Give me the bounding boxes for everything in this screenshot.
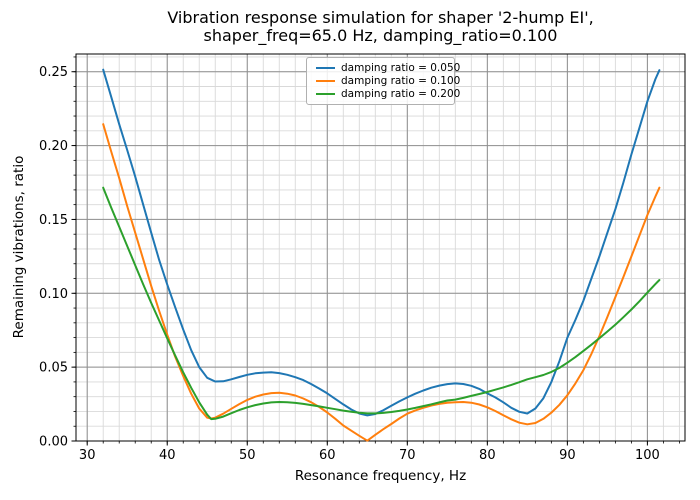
legend-item-2: damping ratio = 0.200 bbox=[316, 88, 460, 101]
y-tick-label: 0.10 bbox=[39, 287, 68, 302]
y-tick-label: 0.25 bbox=[39, 65, 68, 80]
chart-title-line2: shaper_freq=65.0 Hz, damping_ratio=0.100 bbox=[203, 25, 558, 45]
legend-label: damping ratio = 0.100 bbox=[341, 75, 461, 88]
legend-line-swatch bbox=[316, 80, 335, 83]
y-tick-label: 0.20 bbox=[39, 139, 68, 154]
x-axis-label: Resonance frequency, Hz bbox=[294, 468, 467, 484]
series-line-2 bbox=[102, 186, 661, 421]
legend-line-swatch bbox=[316, 67, 335, 70]
legend-item-1: damping ratio = 0.100 bbox=[316, 75, 460, 88]
series-line-1 bbox=[102, 123, 661, 442]
chart-title-line1: Vibration response simulation for shaper… bbox=[167, 8, 594, 27]
legend-item-0: damping ratio = 0.050 bbox=[316, 62, 460, 75]
x-tick-label: 30 bbox=[79, 448, 96, 463]
legend: damping ratio = 0.050 damping ratio = 0.1… bbox=[306, 57, 460, 106]
x-tick-label: 70 bbox=[399, 448, 416, 463]
legend-label: damping ratio = 0.200 bbox=[341, 87, 461, 100]
plot-border bbox=[75, 53, 686, 442]
x-tick-label: 100 bbox=[635, 448, 660, 463]
y-tick-label: 0.05 bbox=[39, 361, 68, 376]
x-tick-label: 50 bbox=[239, 448, 256, 463]
legend-label: damping ratio = 0.050 bbox=[341, 62, 461, 75]
legend-line-swatch bbox=[316, 92, 335, 95]
y-axis-label: Remaining vibrations, ratio bbox=[11, 155, 27, 339]
x-tick-label: 40 bbox=[159, 448, 176, 463]
y-tick-label: 0.15 bbox=[39, 213, 68, 228]
y-tick-label: 0.00 bbox=[39, 435, 68, 450]
x-tick-label: 60 bbox=[319, 448, 336, 463]
chart-title: Vibration response simulation for shaper… bbox=[76, 9, 685, 44]
x-tick-label: 90 bbox=[559, 448, 576, 463]
x-tick-label: 80 bbox=[479, 448, 496, 463]
series-line-0 bbox=[102, 68, 661, 417]
